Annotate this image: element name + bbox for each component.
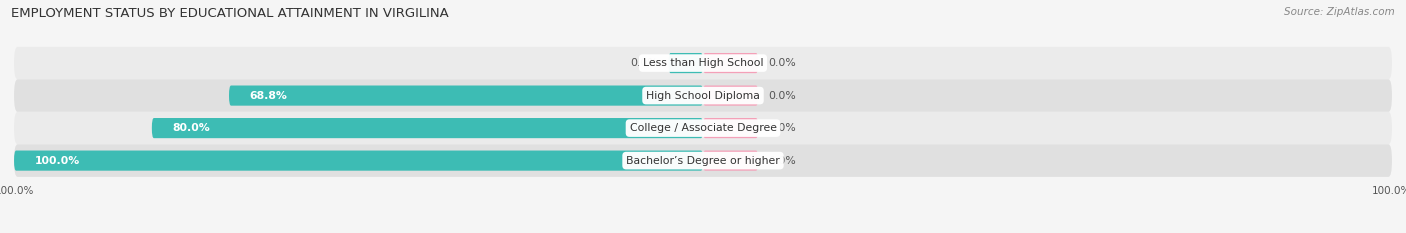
FancyBboxPatch shape (703, 151, 758, 171)
Text: 0.0%: 0.0% (630, 58, 658, 68)
FancyBboxPatch shape (14, 79, 1392, 112)
Text: 100.0%: 100.0% (35, 156, 80, 166)
Text: EMPLOYMENT STATUS BY EDUCATIONAL ATTAINMENT IN VIRGILINA: EMPLOYMENT STATUS BY EDUCATIONAL ATTAINM… (11, 7, 449, 20)
FancyBboxPatch shape (669, 53, 703, 73)
FancyBboxPatch shape (703, 118, 758, 138)
FancyBboxPatch shape (703, 53, 758, 73)
Text: Source: ZipAtlas.com: Source: ZipAtlas.com (1284, 7, 1395, 17)
Text: 80.0%: 80.0% (173, 123, 211, 133)
FancyBboxPatch shape (14, 151, 703, 171)
FancyBboxPatch shape (229, 86, 703, 106)
FancyBboxPatch shape (703, 86, 758, 106)
Text: Less than High School: Less than High School (643, 58, 763, 68)
Text: College / Associate Degree: College / Associate Degree (630, 123, 776, 133)
Text: 68.8%: 68.8% (250, 91, 288, 101)
Text: High School Diploma: High School Diploma (647, 91, 759, 101)
Text: 0.0%: 0.0% (769, 91, 796, 101)
FancyBboxPatch shape (14, 112, 1392, 144)
FancyBboxPatch shape (152, 118, 703, 138)
Text: 0.0%: 0.0% (769, 156, 796, 166)
Text: 0.0%: 0.0% (769, 123, 796, 133)
Text: Bachelor’s Degree or higher: Bachelor’s Degree or higher (626, 156, 780, 166)
FancyBboxPatch shape (14, 47, 1392, 79)
FancyBboxPatch shape (14, 144, 1392, 177)
Text: 0.0%: 0.0% (769, 58, 796, 68)
